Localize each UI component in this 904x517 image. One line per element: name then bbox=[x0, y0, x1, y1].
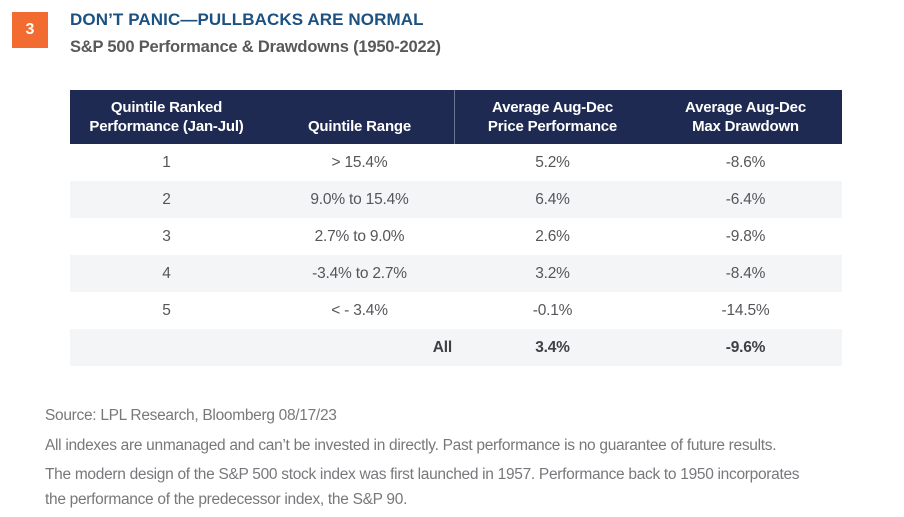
cell-range: > 15.4% bbox=[331, 153, 388, 171]
column-header-line: Average Aug-Dec bbox=[685, 99, 806, 116]
figure-number-badge: 3 bbox=[12, 12, 48, 48]
cell-range: < - 3.4% bbox=[331, 301, 388, 319]
column-header-quintile-ranked: Quintile Ranked Performance (Jan-Jul) bbox=[70, 90, 263, 144]
cell-quintile: 3 bbox=[162, 227, 171, 245]
summary-drawdown: -9.6% bbox=[725, 338, 766, 356]
column-header-line: Price Performance bbox=[487, 118, 618, 135]
column-header-line: Average Aug-Dec bbox=[492, 99, 613, 116]
column-header-quintile-range: Quintile Range bbox=[263, 90, 456, 144]
table-row: 5 < - 3.4% -0.1% -14.5% bbox=[70, 292, 842, 329]
cell-drawdown: -8.4% bbox=[725, 264, 766, 282]
column-header-line: Quintile Ranked bbox=[110, 99, 223, 116]
cell-quintile: 2 bbox=[162, 190, 171, 208]
cell-range: 2.7% to 9.0% bbox=[314, 227, 405, 245]
performance-table: Quintile Ranked Performance (Jan-Jul) Qu… bbox=[70, 90, 842, 366]
column-header-line: Performance (Jan-Jul) bbox=[89, 118, 244, 135]
cell-quintile: 1 bbox=[162, 153, 171, 171]
table-row: 4 -3.4% to 2.7% 3.2% -8.4% bbox=[70, 255, 842, 292]
cell-performance: 3.2% bbox=[535, 264, 570, 282]
cell-range: -3.4% to 2.7% bbox=[312, 264, 407, 282]
table-header-row: Quintile Ranked Performance (Jan-Jul) Qu… bbox=[70, 90, 842, 144]
page-title: DON’T PANIC—PULLBACKS ARE NORMAL bbox=[70, 10, 424, 29]
source-text: Source: LPL Research, Bloomberg 08/17/23 bbox=[45, 407, 337, 424]
disclaimer-text-2: The modern design of the S&P 500 stock i… bbox=[45, 462, 800, 512]
summary-label: All bbox=[432, 338, 452, 356]
table-row: 2 9.0% to 15.4% 6.4% -6.4% bbox=[70, 181, 842, 218]
table-summary-row: All 3.4% -9.6% bbox=[70, 329, 842, 366]
table-row: 1 > 15.4% 5.2% -8.6% bbox=[70, 144, 842, 181]
column-header-max-drawdown: Average Aug-Dec Max Drawdown bbox=[649, 90, 842, 144]
cell-quintile: 4 bbox=[162, 264, 171, 282]
cell-performance: 5.2% bbox=[535, 153, 570, 171]
column-header-price-performance: Average Aug-Dec Price Performance bbox=[456, 90, 649, 144]
page-subtitle: S&P 500 Performance & Drawdowns (1950-20… bbox=[70, 38, 441, 56]
column-header-line: Quintile Range bbox=[307, 118, 412, 135]
cell-performance: 2.6% bbox=[535, 227, 570, 245]
header-column-divider bbox=[454, 90, 455, 144]
cell-drawdown: -9.8% bbox=[725, 227, 766, 245]
disclaimer-text-1: All indexes are unmanaged and can’t be i… bbox=[45, 437, 777, 454]
cell-drawdown: -8.6% bbox=[725, 153, 766, 171]
disclaimer-text-2-line-2: the performance of the predecessor index… bbox=[45, 491, 408, 508]
cell-quintile: 5 bbox=[162, 301, 171, 319]
column-header-line: Max Drawdown bbox=[692, 118, 799, 135]
disclaimer-text-2-line-1: The modern design of the S&P 500 stock i… bbox=[45, 466, 800, 483]
cell-drawdown: -6.4% bbox=[725, 190, 766, 208]
cell-performance: -0.1% bbox=[532, 301, 573, 319]
cell-drawdown: -14.5% bbox=[721, 301, 770, 319]
summary-performance: 3.4% bbox=[535, 338, 570, 356]
cell-range: 9.0% to 15.4% bbox=[310, 190, 409, 208]
table-row: 3 2.7% to 9.0% 2.6% -9.8% bbox=[70, 218, 842, 255]
cell-performance: 6.4% bbox=[535, 190, 570, 208]
